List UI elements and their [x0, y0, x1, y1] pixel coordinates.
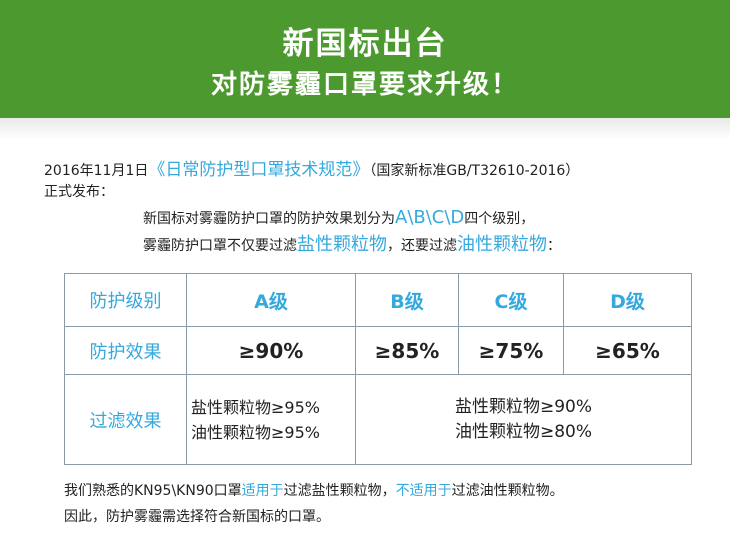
- note-conclusion: 因此，防护雾霾需选择符合新国标的口罩。: [64, 509, 330, 525]
- banner-shadow: [0, 118, 730, 140]
- desc-text: 新国标对雾霾防护口罩的防护效果划分为: [143, 211, 395, 227]
- table-row: 过滤效果 盐性颗粒物≥95% 油性颗粒物≥95% 盐性颗粒物≥90% 油性颗粒物…: [64, 374, 692, 465]
- grade-a: A级: [186, 273, 356, 327]
- banner-subtitle: 对防雾霾口罩要求升级！: [210, 70, 519, 100]
- oil-particles: 油性颗粒物: [457, 234, 547, 255]
- release-date: 2016年11月1日: [44, 163, 149, 179]
- grade-d: D级: [563, 273, 692, 327]
- note-text: 过滤盐性颗粒物，: [283, 483, 396, 499]
- desc-text: 雾霾防护口罩不仅要过滤: [143, 238, 297, 254]
- effect-b: ≥85%: [355, 326, 459, 375]
- header-banner: 新国标出台 对防雾霾口罩要求升级！: [0, 0, 730, 118]
- salt-particles: 盐性颗粒物: [297, 234, 387, 255]
- footnote: 我们熟悉的KN95\KN90口罩适用于过滤盐性颗粒物，不适用于过滤油性颗粒物。 …: [64, 478, 564, 530]
- grade-c: C级: [458, 273, 564, 327]
- grade-list: A\B\C\D: [395, 207, 465, 228]
- issued-label: 正式发布：: [44, 184, 114, 200]
- note-text: 我们熟悉的KN95\KN90口罩: [64, 483, 242, 499]
- grade-b: B级: [355, 273, 459, 327]
- row-label-grade: 防护级别: [64, 273, 187, 327]
- description: 新国标对雾霾防护口罩的防护效果划分为A\B\C\D四个级别， 雾霾防护口罩不仅要…: [143, 205, 561, 259]
- filter-bcd-oil: 油性颗粒物≥80%: [454, 421, 593, 442]
- row-label-effect: 防护效果: [64, 326, 187, 375]
- effect-c: ≥75%: [458, 326, 564, 375]
- effect-d: ≥65%: [563, 326, 692, 375]
- unsuitable-label: 不适用于: [395, 483, 452, 499]
- desc-text: ：: [547, 238, 561, 254]
- grade-table: 防护级别 A级 B级 C级 D级 防护效果 ≥90% ≥85% ≥75% ≥65…: [64, 273, 692, 465]
- intro-text: 2016年11月1日《日常防护型口罩技术规范》（国家新标准GB/T32610-2…: [44, 160, 579, 203]
- banner-title: 新国标出台: [282, 26, 448, 62]
- desc-text: ，还要过滤: [387, 238, 457, 254]
- filter-a-salt: 盐性颗粒物≥95%: [191, 397, 320, 417]
- standard-code: （国家新标准GB/T32610-2016）: [369, 163, 580, 179]
- effect-a: ≥90%: [186, 326, 356, 375]
- table-row: 防护效果 ≥90% ≥85% ≥75% ≥65%: [64, 326, 692, 375]
- note-text: 过滤油性颗粒物。: [451, 483, 564, 499]
- filter-bcd: 盐性颗粒物≥90% 油性颗粒物≥80%: [355, 374, 692, 465]
- suitable-label: 适用于: [241, 483, 284, 499]
- table-row: 防护级别 A级 B级 C级 D级: [64, 273, 692, 327]
- desc-text: 四个级别，: [464, 211, 535, 227]
- filter-bcd-salt: 盐性颗粒物≥90%: [454, 396, 593, 417]
- filter-a-oil: 油性颗粒物≥95%: [191, 422, 320, 442]
- standard-title: 《日常防护型口罩技术规范》: [148, 160, 370, 180]
- row-label-filter: 过滤效果: [64, 374, 187, 465]
- filter-a: 盐性颗粒物≥95% 油性颗粒物≥95%: [186, 374, 356, 465]
